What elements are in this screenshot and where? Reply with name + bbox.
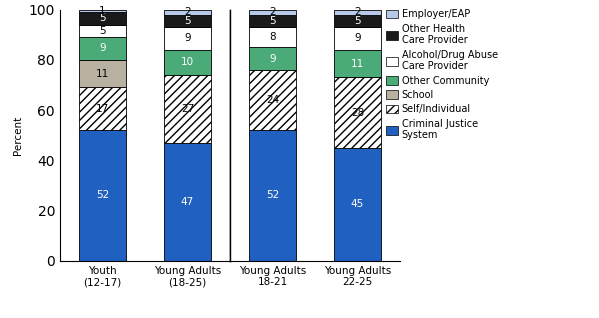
Text: 9: 9: [269, 53, 276, 64]
Bar: [164, 50, 211, 75]
Text: 28: 28: [351, 107, 364, 118]
Bar: [164, 143, 211, 261]
Text: 8: 8: [269, 32, 276, 42]
Bar: [334, 148, 381, 261]
Text: 9: 9: [354, 33, 361, 44]
Bar: [249, 27, 296, 47]
Bar: [334, 50, 381, 77]
Text: 10: 10: [181, 57, 194, 67]
Bar: [79, 130, 126, 261]
Bar: [334, 10, 381, 15]
Bar: [249, 70, 296, 130]
Text: 27: 27: [181, 104, 194, 114]
Bar: [79, 24, 126, 37]
Bar: [164, 15, 211, 27]
Text: 5: 5: [99, 26, 105, 36]
Text: 47: 47: [181, 197, 194, 207]
Bar: [164, 27, 211, 50]
Text: 17: 17: [96, 104, 109, 114]
Legend: Employer/EAP, Other Health
Care Provider, Alcohol/Drug Abuse
Care Provider, Othe: Employer/EAP, Other Health Care Provider…: [386, 9, 498, 141]
Bar: [249, 130, 296, 261]
Y-axis label: Percent: Percent: [13, 115, 23, 155]
Text: 2: 2: [354, 7, 361, 17]
Text: 2: 2: [184, 7, 190, 17]
Bar: [249, 47, 296, 70]
Text: 5: 5: [269, 16, 276, 26]
Text: 2: 2: [269, 7, 276, 17]
Text: 11: 11: [351, 59, 364, 69]
Text: 11: 11: [96, 69, 109, 79]
Text: 5: 5: [354, 16, 361, 26]
Bar: [79, 10, 126, 12]
Bar: [164, 75, 211, 143]
Bar: [334, 27, 381, 50]
Text: 5: 5: [184, 16, 190, 26]
Bar: [79, 60, 126, 87]
Bar: [79, 87, 126, 130]
Bar: [79, 12, 126, 24]
Bar: [164, 10, 211, 15]
Text: 45: 45: [351, 199, 364, 209]
Text: 1: 1: [99, 6, 105, 16]
Bar: [249, 15, 296, 27]
Text: 5: 5: [99, 13, 105, 23]
Text: 9: 9: [99, 44, 105, 53]
Text: 52: 52: [96, 190, 109, 200]
Bar: [334, 15, 381, 27]
Text: 52: 52: [266, 190, 279, 200]
Bar: [334, 77, 381, 148]
Bar: [79, 37, 126, 60]
Bar: [249, 10, 296, 15]
Text: 9: 9: [184, 33, 190, 44]
Text: 24: 24: [266, 95, 279, 105]
